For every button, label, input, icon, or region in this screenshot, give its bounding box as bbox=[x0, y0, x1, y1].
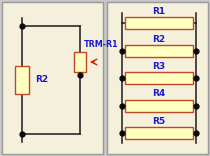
Text: TRM-R1: TRM-R1 bbox=[84, 40, 119, 49]
Text: R1: R1 bbox=[152, 7, 165, 16]
Bar bbox=[125, 127, 193, 139]
Text: R4: R4 bbox=[152, 90, 166, 98]
Bar bbox=[74, 52, 86, 72]
Text: R5: R5 bbox=[152, 117, 165, 126]
Bar bbox=[125, 100, 193, 112]
Bar bbox=[15, 66, 29, 94]
Bar bbox=[2, 2, 103, 154]
Text: R2: R2 bbox=[35, 76, 48, 85]
Bar bbox=[107, 2, 208, 154]
Bar bbox=[125, 44, 193, 56]
Text: R2: R2 bbox=[152, 34, 165, 44]
Bar bbox=[125, 72, 193, 84]
Bar bbox=[125, 17, 193, 29]
Text: R3: R3 bbox=[152, 62, 165, 71]
